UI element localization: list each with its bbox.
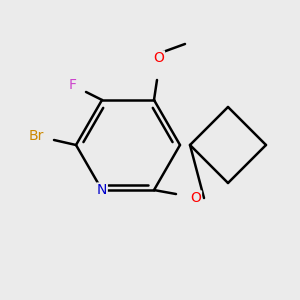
Text: O: O <box>190 191 201 205</box>
Text: Br: Br <box>28 129 44 143</box>
Text: N: N <box>97 183 107 197</box>
Text: F: F <box>69 78 77 92</box>
Text: O: O <box>154 51 164 65</box>
